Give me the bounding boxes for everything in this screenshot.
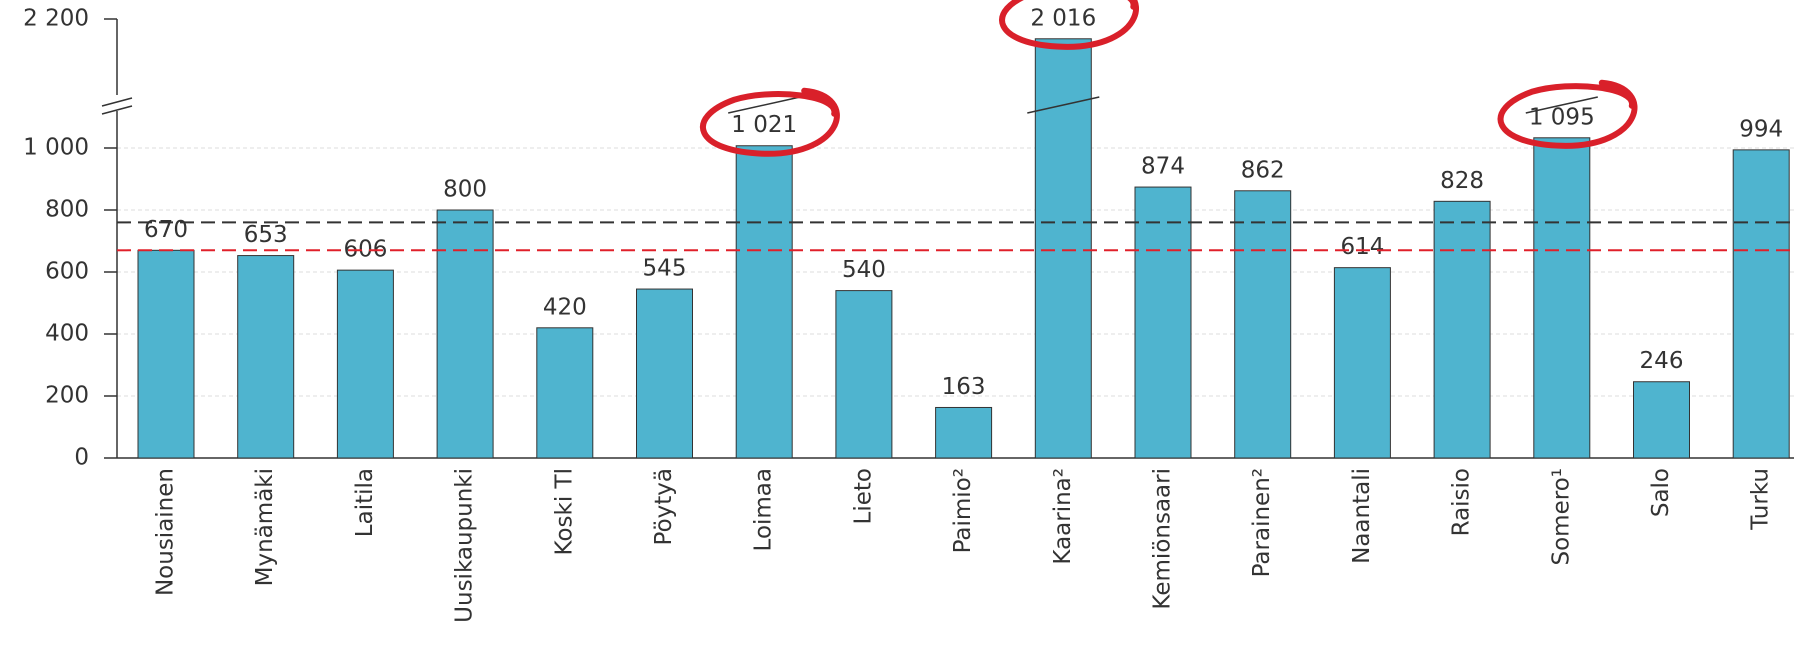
y-tick-label: 0 <box>74 445 89 471</box>
bar <box>137 249 195 459</box>
value-label: 862 <box>1241 157 1285 183</box>
x-tick-label: Lieto <box>850 468 876 524</box>
value-label: 1 021 <box>731 112 797 138</box>
bar <box>1433 200 1491 459</box>
value-label: 246 <box>1640 348 1684 374</box>
x-tick-label: Kemiönsaari <box>1150 468 1176 610</box>
bar <box>436 209 494 459</box>
bar <box>1533 137 1591 459</box>
bar <box>237 255 295 459</box>
bar <box>1034 38 1092 459</box>
x-tick-label: Loimaa <box>751 468 777 551</box>
bar <box>1732 149 1790 459</box>
value-label: 540 <box>842 257 886 283</box>
x-tick-label: Koski Tl <box>551 468 577 555</box>
y-tick-label: 200 <box>45 383 89 409</box>
bar <box>1234 190 1292 459</box>
value-label: 1 095 <box>1529 104 1595 130</box>
bar <box>735 145 793 459</box>
x-tick-label: Laitila <box>352 468 378 537</box>
value-label: 545 <box>643 256 687 282</box>
value-label: 874 <box>1141 154 1185 180</box>
y-tick-label: 800 <box>45 197 89 223</box>
value-label: 800 <box>443 177 487 203</box>
x-tick-label: Turku <box>1748 468 1774 531</box>
value-label: 994 <box>1739 116 1783 142</box>
axis-break <box>101 97 133 107</box>
value-label: 2 016 <box>1030 5 1096 31</box>
x-tick-label: Salo <box>1648 468 1674 517</box>
x-tick-label: Kaarina² <box>1050 468 1076 565</box>
x-tick-label: Pöytyä <box>651 468 677 545</box>
axis-break <box>101 105 133 115</box>
x-tick-label: Nousiainen <box>153 468 179 596</box>
value-label: 614 <box>1340 234 1384 260</box>
x-tick-label: Raisio <box>1449 468 1475 536</box>
y-tick-label: 600 <box>45 259 89 285</box>
highlight-circle <box>700 87 840 157</box>
value-label: 163 <box>942 374 986 400</box>
highlight-circle <box>999 0 1139 50</box>
bar <box>536 327 594 459</box>
x-tick-label: Paimio² <box>950 468 976 553</box>
bar <box>336 269 394 459</box>
y-tick-label: 2 200 <box>23 6 89 32</box>
value-label: 653 <box>244 222 288 248</box>
highlight-circle <box>1497 79 1638 149</box>
x-tick-label: Mynämäki <box>252 468 278 586</box>
value-label: 670 <box>144 217 188 243</box>
bar <box>935 406 993 459</box>
x-tick-label: Somero¹ <box>1548 468 1574 565</box>
y-tick-label: 1 000 <box>23 135 89 161</box>
bar <box>1633 381 1690 459</box>
bar <box>1134 186 1192 459</box>
bar <box>835 290 893 459</box>
bar <box>1333 267 1391 459</box>
bar-break <box>728 96 801 114</box>
x-tick-label: Parainen² <box>1249 468 1275 577</box>
value-label: 420 <box>543 294 587 320</box>
y-tick-label: 400 <box>45 321 89 347</box>
x-tick-label: Naantali <box>1349 468 1375 564</box>
bar <box>636 288 693 459</box>
bar-break <box>1027 96 1100 114</box>
value-label: 828 <box>1440 168 1484 194</box>
bar-break <box>1525 96 1598 114</box>
x-tick-label: Uusikaupunki <box>452 468 478 623</box>
